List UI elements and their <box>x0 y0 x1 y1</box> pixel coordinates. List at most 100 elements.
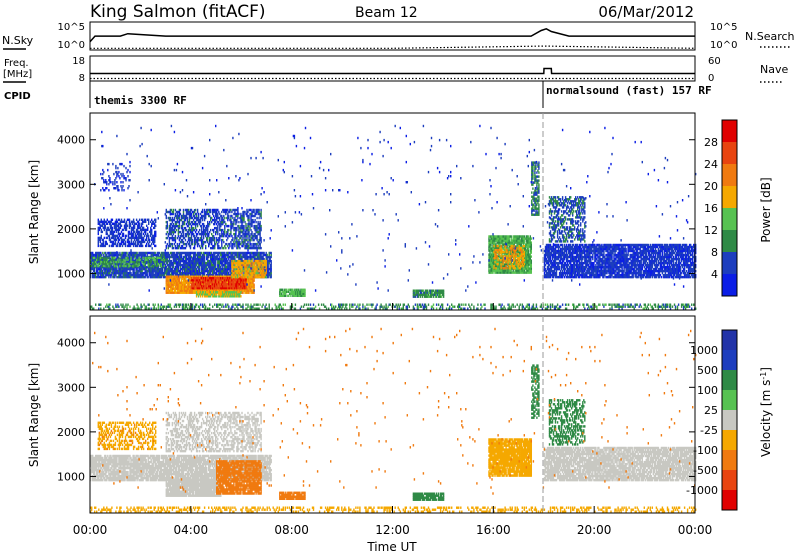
heatmap-cell <box>166 271 169 275</box>
heatmap-cell <box>109 264 111 268</box>
heatmap-cell <box>136 269 138 273</box>
heatmap-cell <box>202 240 205 244</box>
heatmap-cell <box>136 264 138 268</box>
heatmap-cell <box>196 277 199 280</box>
heatmap-cell <box>97 261 99 265</box>
heatmap-cell <box>253 226 255 230</box>
heatmap-cell <box>139 244 142 248</box>
heatmap-cell <box>99 269 101 273</box>
heatmap-cell <box>224 210 226 214</box>
heatmap-cell <box>176 285 179 288</box>
heatmap-cell <box>266 267 268 271</box>
heatmap-cell <box>238 281 240 284</box>
heatmap-cell <box>103 271 105 275</box>
heatmap-cell <box>99 236 102 240</box>
heatmap-cell <box>246 214 248 218</box>
heatmap-cell <box>99 271 101 275</box>
heatmap-cell <box>142 253 144 257</box>
heatmap-cell <box>183 242 186 246</box>
heatmap-cell <box>214 287 216 290</box>
heatmap-cell <box>201 232 204 236</box>
heatmap-cell <box>190 289 193 292</box>
heatmap-cell <box>223 232 225 236</box>
heatmap-cell <box>128 226 131 230</box>
heatmap-cell <box>130 260 132 264</box>
heatmap-cell <box>168 232 171 236</box>
heatmap-cell <box>190 279 193 282</box>
heatmap-cell <box>248 251 250 255</box>
heatmap-cell <box>198 273 201 277</box>
heatmap-cell <box>202 265 205 269</box>
heatmap-cell <box>251 220 253 224</box>
heatmap-cell <box>214 275 216 278</box>
heatmap-cell <box>239 246 241 250</box>
heatmap-cell <box>94 264 96 268</box>
heatmap-cell <box>188 263 191 267</box>
heatmap-cell <box>102 251 104 255</box>
heatmap-cell <box>171 285 174 288</box>
heatmap-cell <box>210 216 212 220</box>
heatmap-cell <box>106 264 108 268</box>
heatmap-cell <box>217 275 219 278</box>
heatmap-cell <box>224 271 226 275</box>
heatmap-cell <box>260 263 262 267</box>
heatmap-cell <box>241 222 243 226</box>
heatmap-cell <box>94 267 96 271</box>
heatmap-cell <box>94 256 96 260</box>
heatmap-cell <box>181 263 184 267</box>
heatmap-cell <box>132 230 135 234</box>
heatmap-cell <box>201 263 204 267</box>
heatmap-cell <box>256 208 258 212</box>
heatmap-cell <box>251 263 253 267</box>
heatmap-cell <box>179 236 182 240</box>
heatmap-cell <box>207 287 209 290</box>
heatmap-cell <box>230 218 232 222</box>
heatmap-cell <box>224 224 226 228</box>
heatmap-cell <box>161 251 164 255</box>
heatmap-cell <box>242 251 244 255</box>
heatmap-cell <box>201 214 204 218</box>
heatmap-cell <box>164 269 167 273</box>
heatmap-cell <box>169 244 172 248</box>
heatmap-cell <box>98 257 100 261</box>
heatmap-cell <box>185 287 188 290</box>
heatmap-cell <box>230 273 232 277</box>
heatmap-cell <box>226 259 228 263</box>
heatmap-cell <box>212 238 214 242</box>
heatmap-cell <box>157 265 160 269</box>
heatmap-cell <box>186 273 189 277</box>
heatmap-cell <box>213 281 215 284</box>
heatmap-cell <box>200 257 203 261</box>
heatmap-cell <box>176 244 179 248</box>
heatmap-cell <box>193 275 196 278</box>
heatmap-cell <box>233 232 235 236</box>
heatmap-cell <box>238 228 240 232</box>
heatmap-cell <box>236 242 238 246</box>
heatmap-cell <box>247 222 249 226</box>
heatmap-cell <box>179 255 182 259</box>
heatmap-cell <box>183 283 186 286</box>
heatmap-cell <box>216 238 218 242</box>
heatmap-cell <box>193 251 196 255</box>
heatmap-cell <box>177 267 180 271</box>
heatmap-cell <box>231 244 233 248</box>
heatmap-cell <box>251 281 253 284</box>
heatmap-cell <box>134 244 137 248</box>
heatmap-cell <box>211 216 213 220</box>
heatmap-cell <box>210 277 212 280</box>
heatmap-cell <box>246 291 248 294</box>
heatmap-cell <box>247 291 249 294</box>
heatmap-cell <box>185 228 188 232</box>
heatmap-cell <box>131 236 134 240</box>
heatmap-cell <box>236 244 238 248</box>
heatmap-cell <box>96 255 98 259</box>
heatmap-cell <box>115 253 117 257</box>
heatmap-cell <box>191 285 194 288</box>
heatmap-cell <box>135 236 138 240</box>
heatmap-cell <box>220 257 222 261</box>
heatmap-cell <box>108 238 111 242</box>
heatmap-cell <box>266 273 268 277</box>
heatmap-cell <box>177 275 180 279</box>
heatmap-cell <box>221 234 223 238</box>
heatmap-cell <box>172 271 175 275</box>
